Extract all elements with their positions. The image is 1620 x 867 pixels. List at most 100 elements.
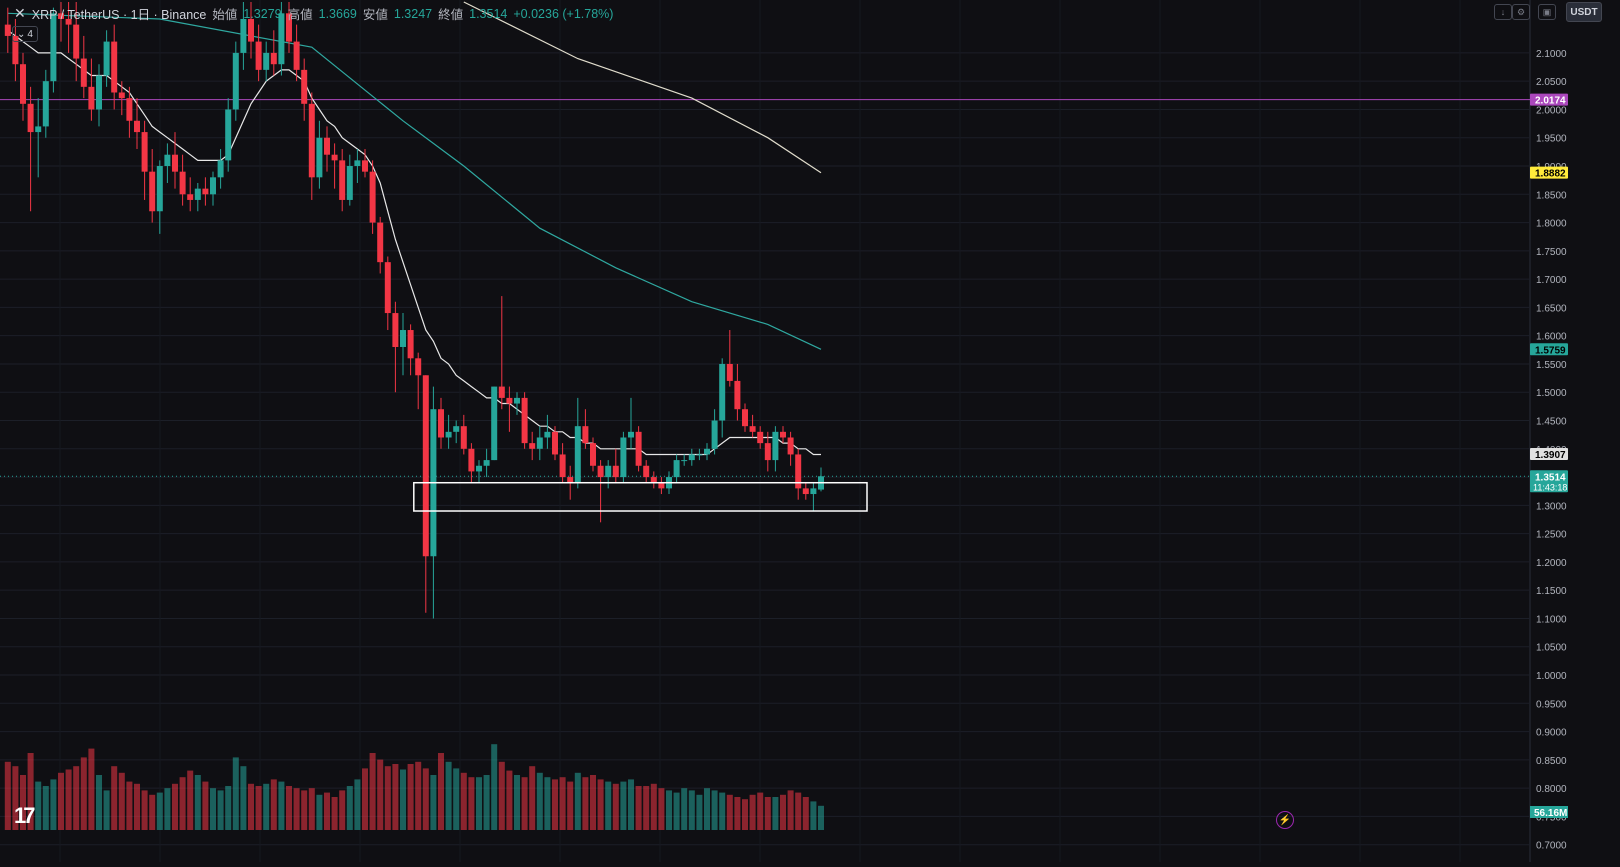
candle-body[interactable] [764,443,771,461]
candle-body[interactable] [536,437,543,449]
candle-body[interactable] [80,58,87,87]
candle-body[interactable] [164,154,171,167]
candle-body[interactable] [4,24,11,36]
candle-body[interactable] [749,426,756,432]
candle-body[interactable] [377,222,384,263]
candle-body[interactable] [20,64,26,104]
candle-body[interactable] [73,24,80,59]
candle-body[interactable] [772,431,779,461]
candle-body[interactable] [704,448,710,455]
currency-button[interactable]: USDT [1566,2,1602,22]
candle-body[interactable] [293,41,300,70]
candle-body[interactable] [50,13,57,82]
candle-body[interactable] [787,437,794,455]
candle-body[interactable] [529,443,536,449]
camera-icon[interactable]: ▣ [1538,4,1556,20]
candle-body[interactable] [453,426,460,432]
candle-body[interactable] [612,465,619,478]
candle-body[interactable] [643,465,650,478]
candle-body[interactable] [65,18,72,25]
candle-body[interactable] [42,81,49,127]
candle-body[interactable] [141,132,148,172]
candle-body[interactable] [369,171,376,223]
candle-body[interactable] [483,460,490,466]
candle-body[interactable] [574,426,581,483]
candle-body[interactable] [559,454,566,478]
candle-body[interactable] [172,154,178,172]
close-icon[interactable]: ✕ [14,5,26,21]
candle-body[interactable] [263,52,270,70]
candle-body[interactable] [384,262,391,314]
candle-body[interactable] [179,171,186,195]
candle-body[interactable] [795,454,802,489]
candle-body[interactable] [681,460,688,462]
candle-body[interactable] [210,177,216,195]
candle-body[interactable] [734,380,741,410]
candle-body[interactable] [286,13,292,42]
candle-body[interactable] [103,41,110,76]
candle-body[interactable] [301,69,308,104]
candle-body[interactable] [12,35,19,65]
candle-body[interactable] [35,126,42,133]
candle-body[interactable] [719,363,726,421]
candle-body[interactable] [544,431,551,438]
candle-body[interactable] [711,420,718,449]
candle-body[interactable] [240,18,247,53]
candle-body[interactable] [506,397,513,404]
candle-body[interactable] [232,52,239,110]
candle-body[interactable] [582,426,589,444]
download-icon[interactable]: ↓ [1494,4,1512,20]
candle-body[interactable] [400,330,406,347]
candle-body[interactable] [620,437,627,478]
candle-body[interactable] [354,160,361,167]
candle-body[interactable] [339,160,346,200]
candle-body[interactable] [118,92,125,99]
candle-body[interactable] [552,431,558,455]
candle-body[interactable] [362,160,368,172]
candle-body[interactable] [225,109,232,161]
candle-body[interactable] [346,166,353,200]
candle-body[interactable] [658,482,665,489]
flash-icon[interactable]: ⚡ [1276,811,1294,829]
candle-body[interactable] [331,154,338,161]
candle-body[interactable] [194,188,201,200]
candle-body[interactable] [156,166,163,212]
candle-body[interactable] [810,488,817,495]
candle-body[interactable] [628,431,634,438]
candle-body[interactable] [468,448,475,472]
candle-body[interactable] [248,18,254,42]
settings-icon[interactable]: ⚙ [1512,4,1530,20]
candle-body[interactable] [278,13,285,65]
candle-body[interactable] [88,86,95,110]
candle-body[interactable] [635,431,642,466]
candle-body[interactable] [415,358,422,376]
candle-body[interactable] [187,194,194,200]
candle-body[interactable] [324,137,330,155]
candle-body[interactable] [605,465,612,478]
candle-body[interactable] [58,13,64,19]
candle-body[interactable] [521,397,528,444]
candle-body[interactable] [217,160,224,178]
candle-body[interactable] [149,171,156,212]
candle-body[interactable] [597,465,604,478]
candle-body[interactable] [316,137,323,178]
candle-body[interactable] [757,431,764,444]
candle-body[interactable] [111,41,118,93]
candle-body[interactable] [726,363,733,381]
candle-body[interactable] [392,313,399,347]
support-zone-box[interactable] [413,481,868,512]
candle-body[interactable] [688,454,695,461]
candle-body[interactable] [255,41,262,70]
candle-body[interactable] [567,477,574,483]
candle-body[interactable] [476,465,482,472]
candle-body[interactable] [650,477,657,483]
candle-body[interactable] [126,98,133,121]
candle-body[interactable] [696,454,703,456]
candle-body[interactable] [438,409,444,438]
candle-body[interactable] [134,120,140,133]
candle-body[interactable] [96,75,102,110]
candle-body[interactable] [590,443,596,466]
candle-body[interactable] [514,397,520,404]
